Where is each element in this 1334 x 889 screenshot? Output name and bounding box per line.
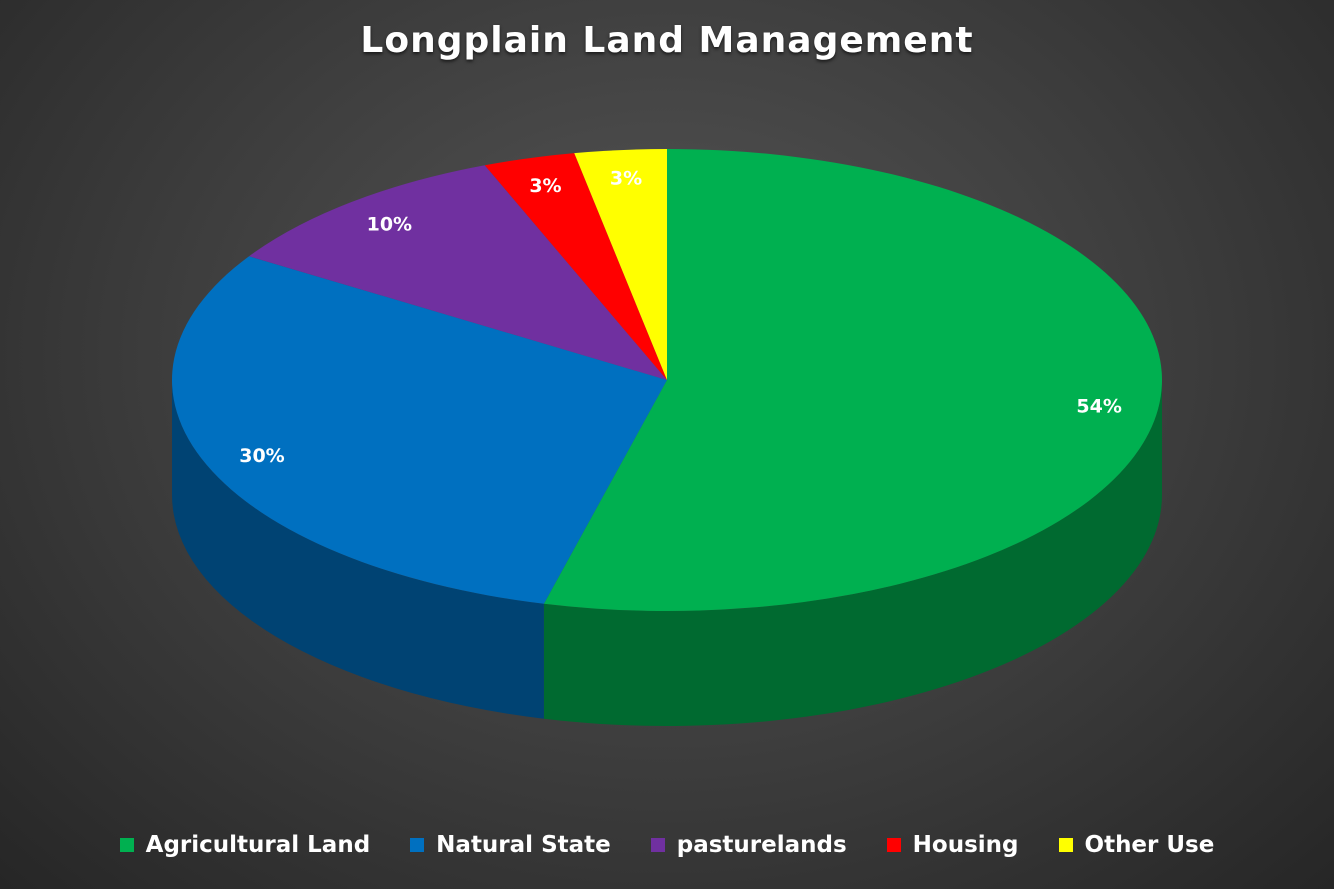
legend-item-housing[interactable]: Housing <box>886 832 1019 858</box>
legend-item-agricultural-land[interactable]: Agricultural Land <box>119 832 371 858</box>
legend-label: pasturelands <box>676 832 847 858</box>
chart-title: Longplain Land Management <box>360 20 974 61</box>
chart-legend: Agricultural Land Natural State pasturelan… <box>0 832 1334 858</box>
data-label-pasturelands: 10% <box>367 213 412 235</box>
legend-label: Other Use <box>1084 832 1215 858</box>
data-label-agricultural-land: 54% <box>1076 395 1121 417</box>
pie-slice-other-use[interactable] <box>574 149 667 380</box>
pie-slices <box>171 149 1162 611</box>
pie-sides <box>172 380 1162 727</box>
pie-data-labels: 54% 30% 10% 3% 3% <box>239 168 1122 467</box>
legend-label: Agricultural Land <box>145 832 371 858</box>
pie-slice-natural-state[interactable] <box>171 256 667 604</box>
legend-item-natural-state[interactable]: Natural State <box>410 832 611 858</box>
pie-slice-housing[interactable] <box>484 153 667 380</box>
pie-slice-agricultural-land[interactable] <box>543 149 1162 611</box>
legend-item-pasturelands[interactable]: pasturelands <box>650 832 847 858</box>
legend-swatch <box>650 838 665 852</box>
legend-swatch <box>1058 838 1073 852</box>
pie-side-natural-state <box>172 380 544 719</box>
data-label-other-use: 3% <box>610 168 642 190</box>
legend-label: Housing <box>912 832 1019 858</box>
legend-swatch <box>886 838 901 852</box>
legend-swatch <box>119 838 134 852</box>
legend-item-other-use[interactable]: Other Use <box>1058 832 1215 858</box>
legend-swatch <box>410 838 425 852</box>
legend-label: Natural State <box>436 832 611 858</box>
data-label-natural-state: 30% <box>239 445 284 467</box>
pie-side-agricultural-land <box>543 380 1162 727</box>
pie-slice-pasturelands[interactable] <box>249 165 667 380</box>
data-label-housing: 3% <box>529 175 561 197</box>
